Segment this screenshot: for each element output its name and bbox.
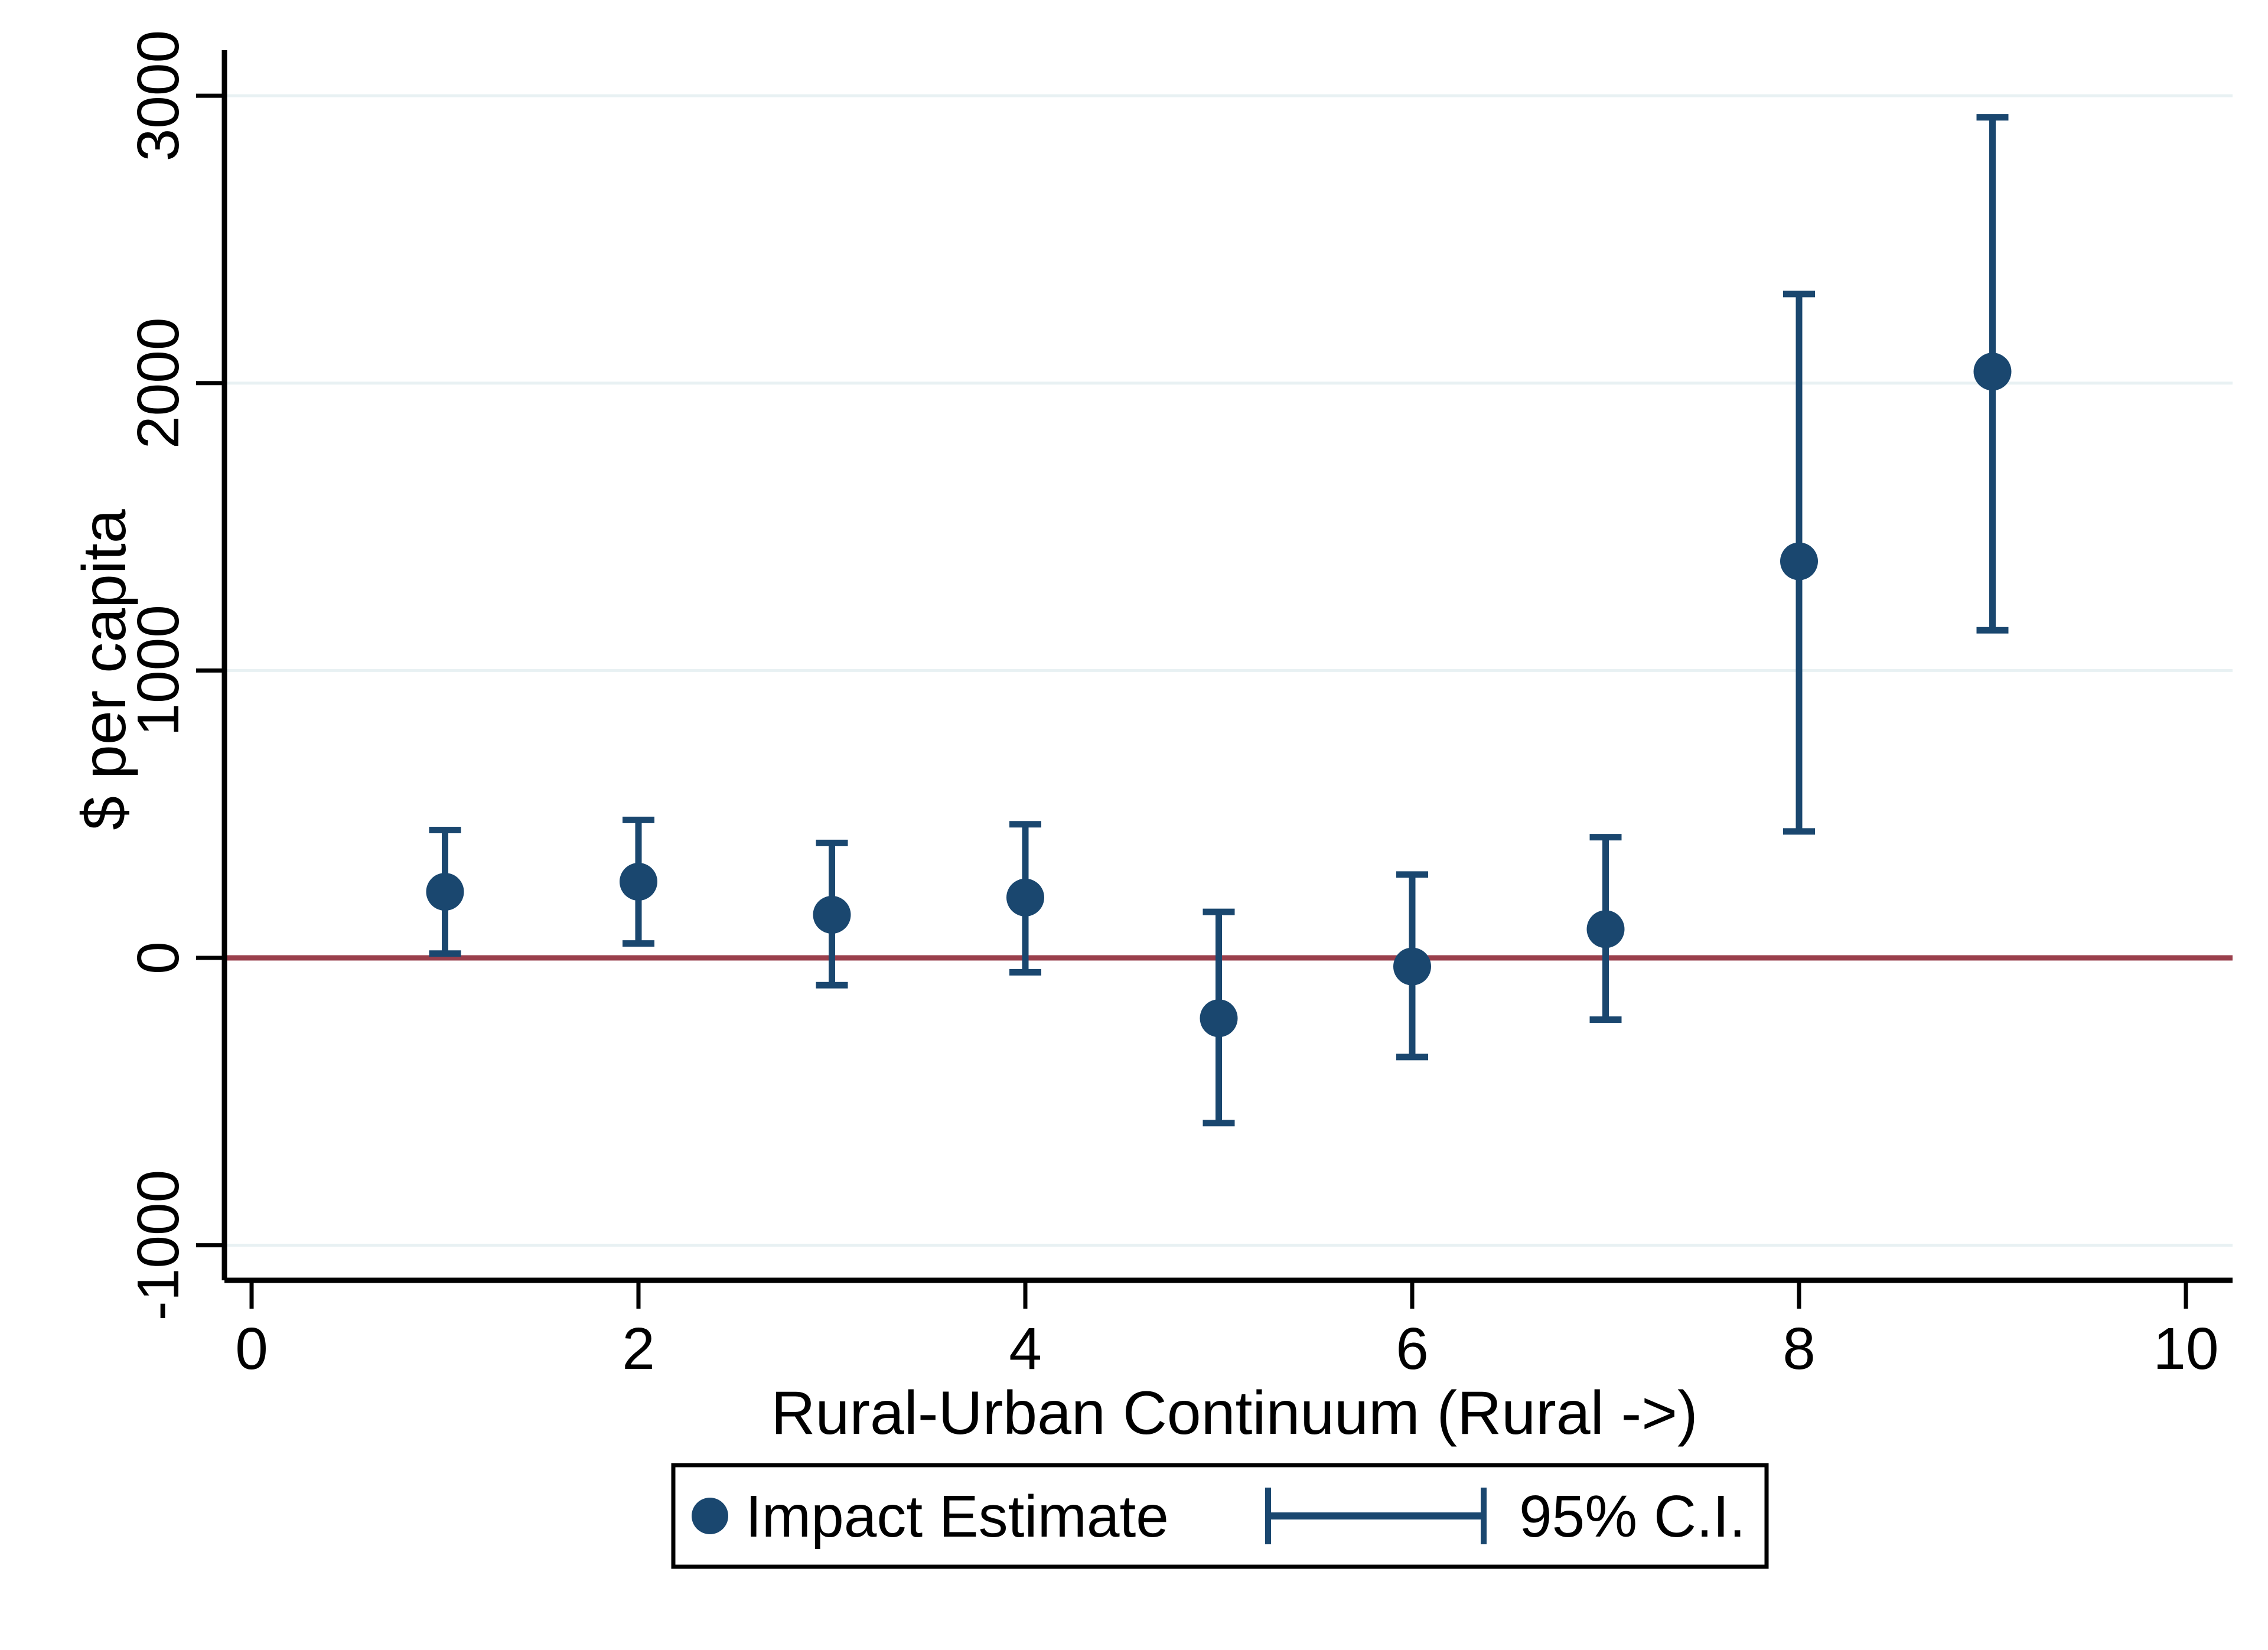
x-tick-label-10: 10 bbox=[2153, 1316, 2218, 1382]
error-bar-point-9 bbox=[1973, 114, 2012, 634]
gridlines bbox=[224, 94, 2233, 1247]
legend-label-impact-estimate: Impact Estimate bbox=[745, 1483, 1169, 1550]
x-tick-label-6: 6 bbox=[1396, 1316, 1429, 1382]
error-bar-point-8 bbox=[1780, 291, 1818, 835]
y-axis: -1000 0 1000 2000 3000 $ per capita bbox=[70, 30, 227, 1321]
error-bar-point-4 bbox=[1006, 821, 1044, 976]
x-tick-labels: 0 2 4 6 8 10 bbox=[235, 1316, 2218, 1382]
legend-marker-circle bbox=[692, 1498, 728, 1534]
series-impact-estimate bbox=[426, 114, 2012, 1127]
y-tick-marks bbox=[196, 93, 224, 1248]
error-bar-point-7 bbox=[1586, 834, 1625, 1023]
x-tick-label-8: 8 bbox=[1783, 1316, 1816, 1382]
impact-estimate-marker bbox=[813, 896, 851, 934]
impact-estimate-marker bbox=[1586, 910, 1625, 948]
legend-box bbox=[671, 1463, 1769, 1569]
impact-estimate-marker bbox=[1973, 353, 2012, 391]
y-tick-label-2000: 2000 bbox=[125, 318, 191, 449]
impact-estimate-marker bbox=[1393, 947, 1431, 986]
impact-estimate-marker bbox=[426, 873, 464, 911]
impact-estimate-marker bbox=[1780, 542, 1818, 581]
y-tick-label-0: 0 bbox=[125, 941, 191, 974]
error-bar-point-3 bbox=[813, 839, 851, 989]
x-tick-label-4: 4 bbox=[1009, 1316, 1042, 1382]
x-tick-marks bbox=[249, 1280, 2188, 1309]
y-tick-labels: -1000 0 1000 2000 3000 bbox=[125, 30, 191, 1321]
error-bar-point-2 bbox=[620, 816, 657, 947]
x-axis-title: Rural-Urban Continuum (Rural ->) bbox=[771, 1379, 1697, 1447]
legend: Impact Estimate 95% C.I. bbox=[671, 1463, 1769, 1569]
error-bar-point-5 bbox=[1200, 908, 1238, 1127]
y-axis-title: $ per capita bbox=[70, 509, 139, 830]
error-bar-point-6 bbox=[1393, 871, 1431, 1061]
impact-estimate-marker bbox=[1006, 878, 1044, 917]
x-axis: 0 2 4 6 8 10 Rural-Urban Continuum (Rural ->) bbox=[224, 1277, 2233, 1447]
y-tick-label-3000: 3000 bbox=[125, 30, 191, 161]
y-tick-label-1000: 1000 bbox=[125, 605, 191, 736]
x-tick-label-0: 0 bbox=[235, 1316, 268, 1382]
y-tick-label--1000: -1000 bbox=[125, 1170, 191, 1321]
x-tick-label-2: 2 bbox=[622, 1316, 655, 1382]
legend-ci-glyph bbox=[1265, 1488, 1487, 1544]
legend-label-ci: 95% C.I. bbox=[1519, 1483, 1746, 1550]
impact-estimate-marker bbox=[1200, 999, 1238, 1038]
error-bar-point-1 bbox=[426, 826, 464, 957]
impact-estimate-marker bbox=[620, 863, 657, 901]
